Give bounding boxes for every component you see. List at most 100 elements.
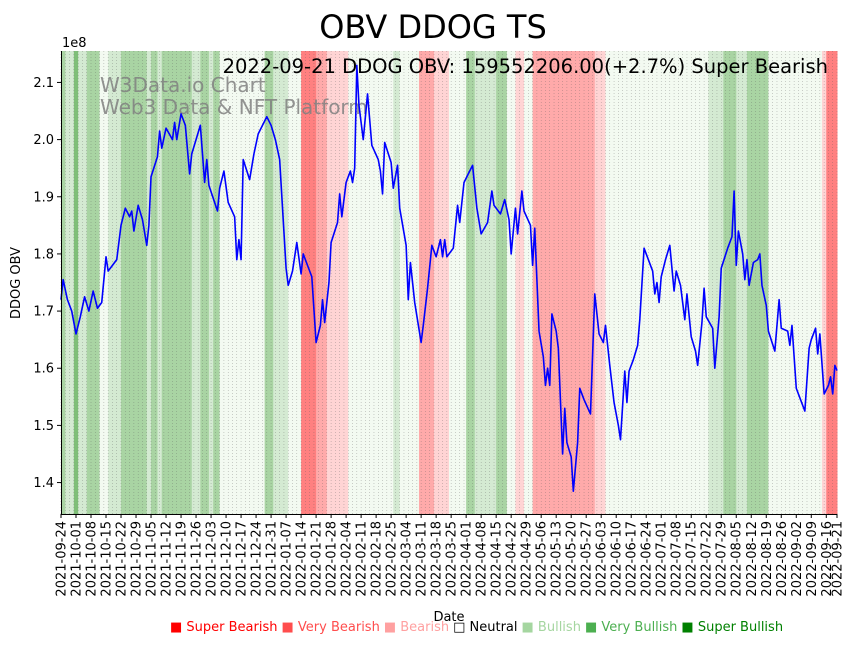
x-ticks: 2021-09-24 2021-10-01 2021-10-08 2021-10-15… (55, 514, 846, 597)
x-tick-label: 2022-06-10 (610, 521, 625, 597)
y-tick-label: 1.8 (33, 247, 54, 262)
x-tick-label: 2021-11-12 (160, 521, 175, 597)
latest-value-annotation: 2022-09-21 DDOG OBV: 159552206.00(+2.7%)… (223, 55, 828, 78)
signal-band (326, 51, 349, 514)
x-tick-label: 2022-03-11 (415, 521, 430, 597)
obv-series-line (60, 64, 838, 492)
y-tick-label: 1.9 (33, 190, 54, 205)
date-gridlines (60, 51, 838, 514)
signal-band (219, 51, 266, 514)
x-tick-label: 2022-09-09 (805, 521, 820, 597)
y-axis-label: DDOG OBV (9, 247, 24, 319)
x-tick-label: 2022-09-21 (831, 521, 846, 597)
x-tick-label: 2021-10-01 (70, 521, 85, 597)
signal-band (316, 51, 328, 514)
x-tick-label: 2022-07-08 (670, 521, 685, 597)
y-tick-label: 1.7 (33, 305, 54, 320)
signal-band (466, 51, 476, 514)
x-tick-label: 2022-06-03 (595, 521, 610, 597)
x-tick-label: 2022-02-25 (385, 521, 400, 597)
x-tick-label: 2022-08-26 (775, 521, 790, 597)
x-tick-label: 2022-09-02 (790, 521, 805, 597)
x-tick-label: 2021-10-08 (85, 521, 100, 597)
x-tick-label: 2022-04-22 (505, 521, 520, 597)
x-tick-label: 2022-03-04 (400, 521, 415, 597)
x-tick-label: 2022-03-18 (430, 521, 445, 597)
y-tick-label: 1.5 (33, 419, 54, 434)
y-tick-label: 1.4 (33, 476, 54, 491)
signal-band (496, 51, 508, 514)
x-tick-label: 2022-05-27 (580, 521, 595, 597)
signal-band (746, 51, 769, 514)
x-tick-label: 2022-01-07 (280, 521, 295, 597)
x-tick-label: 2021-12-17 (235, 521, 250, 597)
x-tick-label: 2022-05-13 (550, 521, 565, 597)
x-tick-label: 2021-10-29 (130, 521, 145, 597)
signal-band (191, 51, 201, 514)
signal-legend: ■ Super Bearish ■ Very Bearish ■ Bearish □ … (170, 620, 787, 635)
x-tick-label: 2022-08-12 (745, 521, 760, 597)
signal-band (736, 51, 748, 514)
legend-item: ■ Very Bullish (584, 620, 678, 635)
x-tick-label: 2022-04-15 (490, 521, 505, 597)
x-tick-label: 2021-10-15 (100, 521, 115, 597)
legend-item: ■ Super Bearish (170, 620, 278, 635)
x-tick-label: 2021-11-19 (175, 521, 190, 597)
x-tick-label: 2022-04-29 (520, 521, 535, 597)
x-tick-label: 2022-02-11 (355, 521, 370, 597)
signal-band (449, 51, 467, 514)
signal-band (146, 51, 152, 514)
x-tick-label: 2021-11-26 (190, 521, 205, 597)
x-tick-label: 2021-09-24 (55, 521, 70, 597)
signal-band (108, 51, 122, 514)
x-tick-label: 2022-01-21 (310, 521, 325, 597)
x-tick-label: 2021-12-31 (265, 521, 280, 597)
x-tick-label: 2022-05-20 (565, 521, 580, 597)
x-axis-label: Date (433, 610, 464, 625)
x-tick-label: 2022-07-29 (715, 521, 730, 597)
signal-band (121, 51, 148, 514)
x-tick-label: 2022-06-17 (625, 521, 640, 597)
signal-band (288, 51, 302, 514)
x-tick-label: 2022-04-01 (460, 521, 475, 597)
signal-band (418, 51, 435, 514)
legend-item: □ Neutral (453, 620, 518, 635)
legend-item: ■ Bearish (383, 620, 450, 635)
x-tick-label: 2022-02-18 (370, 521, 385, 597)
axes (61, 51, 837, 515)
signal-band (301, 51, 317, 514)
x-tick-label: 2021-12-24 (250, 521, 265, 597)
legend-item: ■ Bullish (521, 620, 581, 635)
watermark-line-2: Web3 Data & NFT Platform (100, 95, 368, 119)
watermark-line-1: W3Data.io Chart (100, 73, 266, 97)
x-tick-label: 2021-12-10 (220, 521, 235, 597)
signal-band (594, 51, 606, 514)
legend-item: ■ Super Bullish (681, 620, 784, 635)
x-tick-label: 2021-12-03 (205, 521, 220, 597)
x-tick-label: 2022-08-19 (760, 521, 775, 597)
x-tick-label: 2022-03-25 (445, 521, 460, 597)
y-tick-label: 2.1 (33, 76, 54, 91)
signal-band (826, 51, 838, 514)
x-tick-label: 2022-07-15 (685, 521, 700, 597)
x-tick-label: 2022-07-22 (700, 521, 715, 597)
signal-band (264, 51, 274, 514)
x-tick-label: 2022-08-05 (730, 521, 745, 597)
x-tick-label: 2022-01-28 (325, 521, 340, 597)
signal-band (433, 51, 450, 514)
signal-band (393, 51, 401, 514)
x-tick-label: 2022-04-08 (475, 521, 490, 597)
signal-band (768, 51, 823, 514)
signal-band (86, 51, 101, 514)
x-tick-label: 2021-10-22 (115, 521, 130, 597)
x-tick-label: 2022-01-14 (295, 521, 310, 597)
x-tick-label: 2022-05-06 (535, 521, 550, 597)
y-tick-label: 1.6 (33, 362, 54, 377)
x-tick-label: 2021-11-05 (145, 521, 160, 597)
signal-band (273, 51, 289, 514)
signal-band (506, 51, 516, 514)
signal-band (571, 51, 596, 514)
signal-band (151, 51, 158, 514)
chart-title: OBV DDOG TS (319, 8, 547, 46)
